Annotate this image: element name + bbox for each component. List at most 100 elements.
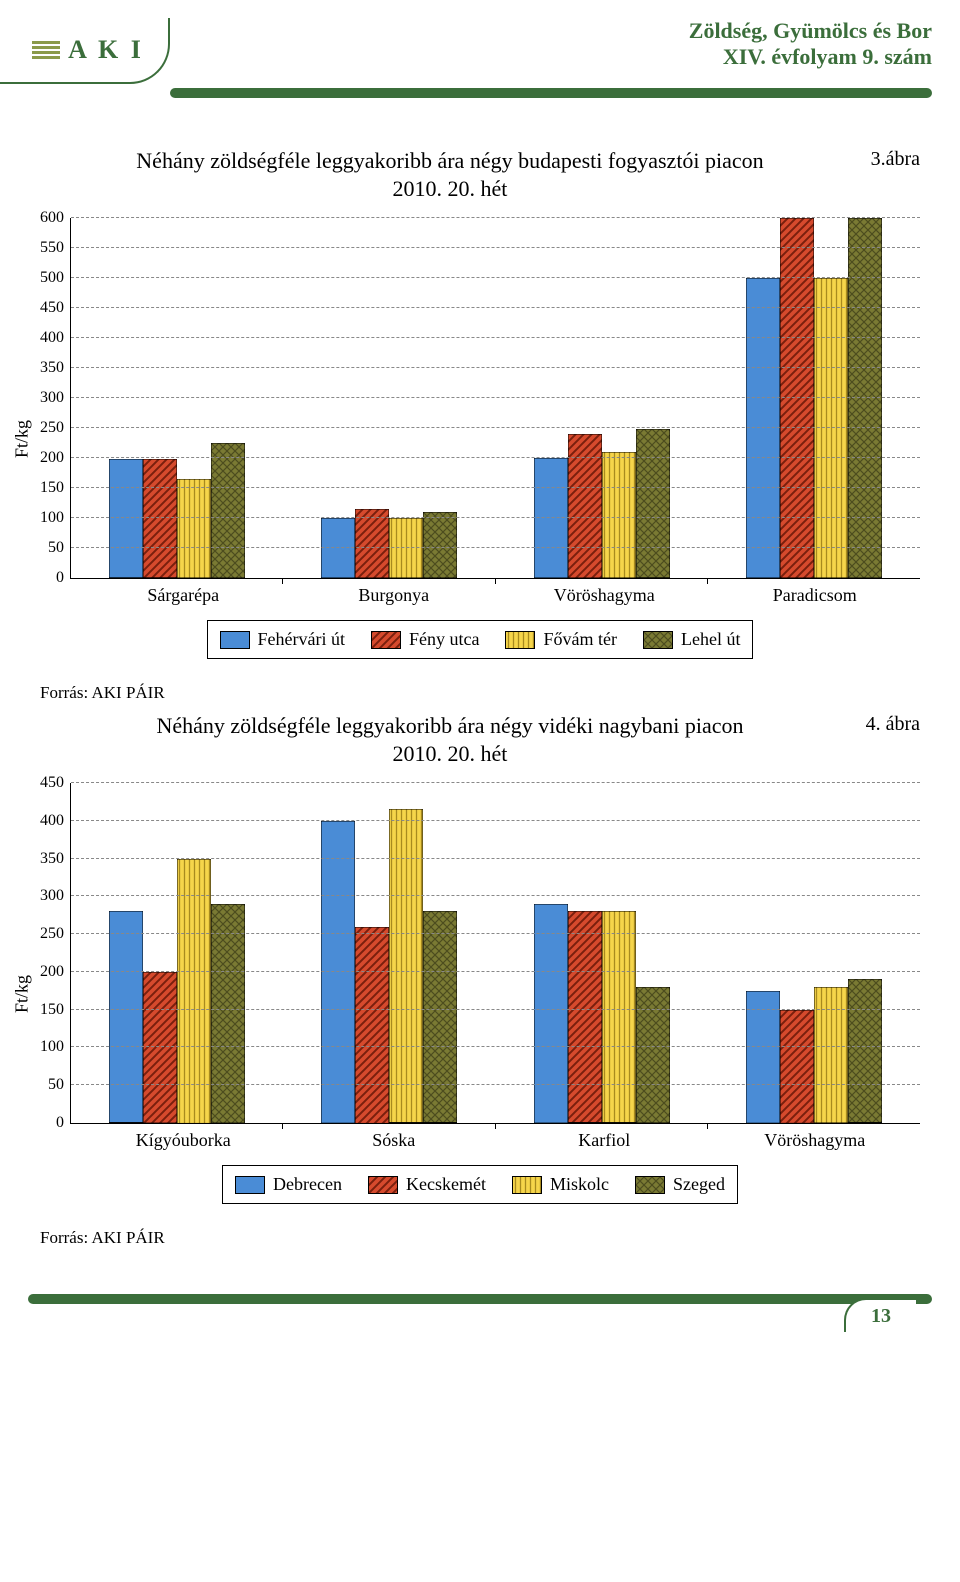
bar [746, 783, 780, 1123]
chart-2-area: Ft/kg 050100150200250300350400450 Kígyóu… [40, 783, 920, 1204]
bar [211, 218, 245, 578]
legend-label: Fővám tér [543, 629, 617, 650]
bar [355, 783, 389, 1123]
bar [814, 218, 848, 578]
bar [211, 783, 245, 1123]
bar-group [708, 783, 920, 1123]
header-title-line1: Zöldség, Gyümölcs és Bor [689, 18, 932, 44]
page-number: 13 [844, 1298, 916, 1332]
bar [321, 218, 355, 578]
bar [636, 783, 670, 1123]
bar [814, 783, 848, 1123]
bar [602, 218, 636, 578]
aki-logo: A K I [0, 18, 170, 84]
chart-2-legend: Debrecen Kecskemét Miskolc Szeged [222, 1165, 738, 1204]
legend-item: Fény utca [371, 629, 479, 650]
xaxis-label: Karfiol [499, 1124, 710, 1151]
bar [780, 218, 814, 578]
chart-1-plot: 050100150200250300350400450500550600 [40, 218, 920, 579]
legend-label: Kecskemét [406, 1174, 486, 1195]
chart-2-title-line1: Néhány zöldségféle leggyakoribb ára négy… [40, 713, 860, 739]
chart-2-title-line2: 2010. 20. hét [40, 741, 860, 767]
chart-2-grid [70, 783, 920, 1124]
xaxis-label: Paradicsom [710, 579, 921, 606]
bar [780, 783, 814, 1123]
chart-2-xaxis: KígyóuborkaSóskaKarfiolVöröshagyma [78, 1124, 920, 1151]
xaxis-label: Burgonya [289, 579, 500, 606]
legend-item: Szeged [635, 1174, 725, 1195]
xaxis-label: Kígyóuborka [78, 1124, 289, 1151]
header: A K I Zöldség, Gyümölcs és Bor XIV. évfo… [0, 0, 960, 84]
bar [355, 218, 389, 578]
xaxis-label: Vöröshagyma [710, 1124, 921, 1151]
chart-2-abra: 4. ábra [860, 713, 920, 736]
bar [568, 783, 602, 1123]
xaxis-label: Vöröshagyma [499, 579, 710, 606]
chart-1-source: Forrás: AKI PÁIR [40, 683, 960, 703]
logo-bars [32, 41, 60, 59]
footer-divider [28, 1294, 932, 1304]
bar-group [496, 218, 708, 578]
legend-item: Fővám tér [505, 629, 617, 650]
bar [746, 218, 780, 578]
chart-1-title-row: Néhány zöldségféle leggyakoribb ára négy… [40, 148, 920, 202]
chart-1: Néhány zöldségféle leggyakoribb ára négy… [40, 148, 920, 659]
header-title: Zöldség, Gyümölcs és Bor XIV. évfolyam 9… [689, 18, 932, 84]
bar [423, 783, 457, 1123]
legend-label: Fény utca [409, 629, 479, 650]
logo-text: A K I [68, 35, 144, 65]
chart-2-plot: 050100150200250300350400450 [40, 783, 920, 1124]
bar [109, 783, 143, 1123]
chart-2-title: Néhány zöldségféle leggyakoribb ára négy… [40, 713, 860, 767]
bar [423, 218, 457, 578]
chart-1-yaxis: 050100150200250300350400450500550600 [40, 218, 70, 578]
chart-1-title-line1: Néhány zöldségféle leggyakoribb ára négy… [40, 148, 860, 174]
xaxis-label: Sóska [289, 1124, 500, 1151]
legend-item: Lehel út [643, 629, 740, 650]
legend-item: Debrecen [235, 1174, 342, 1195]
chart-1-abra: 3.ábra [860, 148, 920, 171]
bar [636, 218, 670, 578]
chart-2-source: Forrás: AKI PÁIR [40, 1228, 960, 1248]
bar [321, 783, 355, 1123]
bar [109, 218, 143, 578]
chart-1-legend: Fehérvári út Fény utca Fővám tér Lehel út [207, 620, 754, 659]
page: A K I Zöldség, Gyümölcs és Bor XIV. évfo… [0, 0, 960, 1388]
bar-group [71, 783, 283, 1123]
bar [602, 783, 636, 1123]
bar-group [283, 783, 495, 1123]
header-divider [170, 88, 932, 98]
legend-label: Lehel út [681, 629, 740, 650]
chart-2-ylabel: Ft/kg [12, 974, 33, 1012]
bar-group [496, 783, 708, 1123]
footer: 13 [0, 1288, 960, 1328]
bar [848, 218, 882, 578]
chart-1-title: Néhány zöldségféle leggyakoribb ára négy… [40, 148, 860, 202]
legend-label: Szeged [673, 1174, 725, 1195]
legend-label: Miskolc [550, 1174, 609, 1195]
bar-group [708, 218, 920, 578]
legend-item: Miskolc [512, 1174, 609, 1195]
chart-1-grid [70, 218, 920, 579]
chart-2-title-row: Néhány zöldségféle leggyakoribb ára négy… [40, 713, 920, 767]
bar [389, 218, 423, 578]
bar [177, 218, 211, 578]
chart-2-groups [71, 783, 920, 1123]
legend-item: Fehérvári út [220, 629, 345, 650]
bar [143, 783, 177, 1123]
bar [568, 218, 602, 578]
chart-1-groups [71, 218, 920, 578]
chart-2: Néhány zöldségféle leggyakoribb ára négy… [40, 713, 920, 1204]
legend-item: Kecskemét [368, 1174, 486, 1195]
bar [848, 783, 882, 1123]
chart-1-area: Ft/kg 0501001502002503003504004505005506… [40, 218, 920, 659]
legend-label: Fehérvári út [258, 629, 345, 650]
bar [177, 783, 211, 1123]
xaxis-label: Sárgarépa [78, 579, 289, 606]
chart-1-xaxis: SárgarépaBurgonyaVöröshagymaParadicsom [78, 579, 920, 606]
chart-1-title-line2: 2010. 20. hét [40, 176, 860, 202]
header-title-line2: XIV. évfolyam 9. szám [689, 44, 932, 70]
bar [143, 218, 177, 578]
chart-2-yaxis: 050100150200250300350400450 [40, 783, 70, 1123]
bar [389, 783, 423, 1123]
